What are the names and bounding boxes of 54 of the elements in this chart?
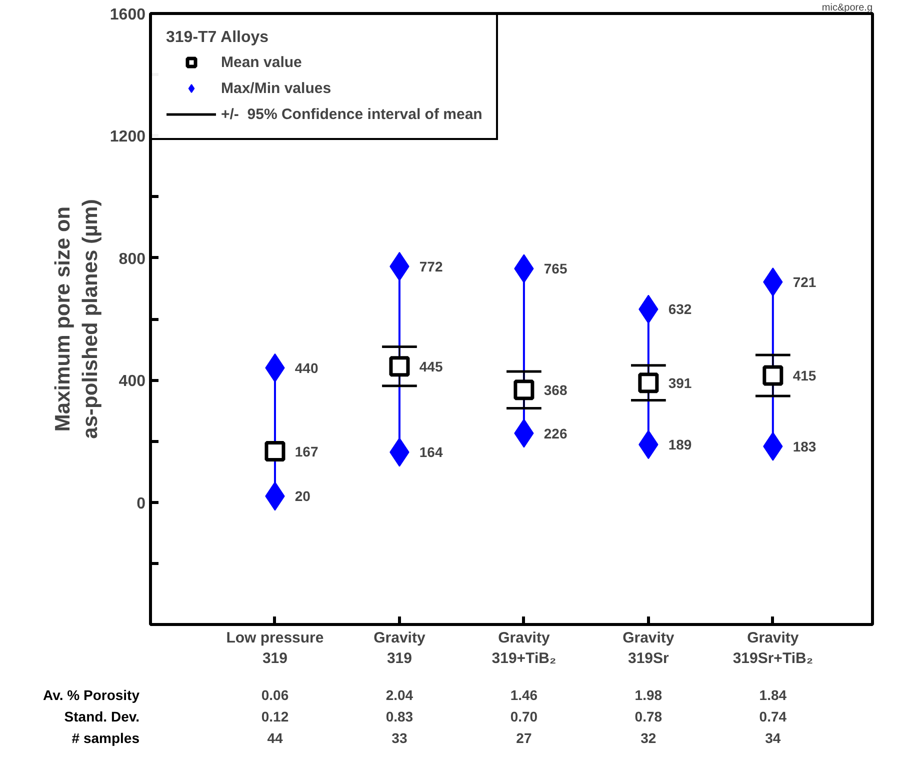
data-label: 164 <box>419 444 443 460</box>
text: 27 <box>516 730 532 746</box>
data-label: 226 <box>544 425 568 442</box>
text: 1.46 <box>510 687 538 704</box>
y-tick-label: 1200 <box>110 128 146 146</box>
data-label: 445 <box>419 358 443 374</box>
data-label: 721 <box>792 274 816 290</box>
legend-label: Mean value <box>221 54 302 70</box>
x-tick-label: Gravity 319 <box>374 630 426 667</box>
data-label: 415 <box>792 368 816 384</box>
text: 0.06 <box>261 687 289 704</box>
y-tick-label: 1600 <box>110 6 146 24</box>
point <box>264 441 286 462</box>
text: 32 <box>640 730 656 746</box>
x-tick-label: Gravity 319Sr+TiB₂ <box>732 630 814 667</box>
y-axis-title: Maximum pore size on as-polished planes (µm) <box>51 199 102 439</box>
data-label: 440 <box>294 360 318 376</box>
text: 0.74 <box>759 708 787 724</box>
text: 0.83 <box>386 708 414 724</box>
text: 33 <box>392 730 408 746</box>
data-label: 167 <box>294 443 318 460</box>
text: 2.04 <box>386 687 414 704</box>
text: 1.98 <box>634 687 662 704</box>
text: 44 <box>267 730 283 746</box>
legend-label: Max/Min values <box>221 80 332 96</box>
data-label: 772 <box>419 258 443 274</box>
data-label: 189 <box>668 436 692 453</box>
point <box>762 365 784 386</box>
annotation: +/- 95% Confidence interval of mean <box>221 106 482 122</box>
x-tick-label: Low pressure 319 <box>226 630 324 667</box>
text: 0.70 <box>510 708 538 724</box>
text: 0.78 <box>634 708 662 724</box>
legend-title: 319-T7 Alloys <box>166 29 270 47</box>
data-label: 20 <box>294 488 311 504</box>
x-tick-label: Gravity 319+TiB₂ <box>492 630 556 667</box>
data-label: 183 <box>792 438 816 454</box>
y-tick-label: 0 <box>136 495 146 512</box>
text: 0.12 <box>261 708 289 724</box>
data-label: 765 <box>544 260 568 277</box>
text: Stand. Dev. <box>64 708 140 724</box>
y-tick-label: 400 <box>118 373 146 390</box>
data-label: 632 <box>668 301 692 318</box>
point <box>638 372 659 394</box>
point <box>389 356 410 377</box>
data-label: 391 <box>668 374 692 391</box>
x-tick-label: Gravity 319Sr <box>622 630 675 667</box>
text: 1.84 <box>759 687 787 704</box>
text: 34 <box>765 730 781 746</box>
point <box>514 380 534 400</box>
text: Av. % Porosity <box>43 687 140 704</box>
annotation: mic&pore.g <box>822 2 872 14</box>
data-label: 368 <box>544 382 568 398</box>
text: # samples <box>72 730 140 746</box>
y-tick-label: 800 <box>118 250 146 268</box>
